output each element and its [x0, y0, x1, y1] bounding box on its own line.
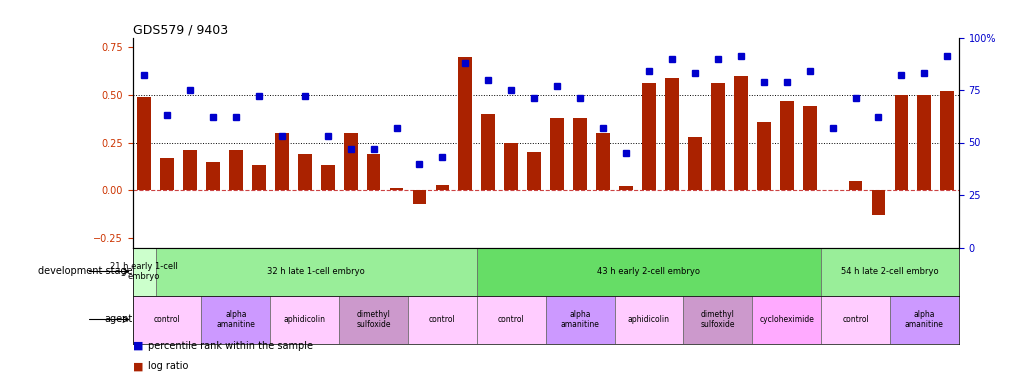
FancyBboxPatch shape — [132, 248, 156, 296]
Bar — [298, 154, 311, 190]
Text: alpha
amanitine: alpha amanitine — [904, 310, 943, 329]
Text: 54 h late 2-cell embryo: 54 h late 2-cell embryo — [841, 267, 937, 276]
Bar — [160, 158, 174, 190]
Text: development stage: development stage — [38, 267, 132, 276]
FancyBboxPatch shape — [820, 248, 958, 296]
Bar — [412, 190, 426, 204]
FancyBboxPatch shape — [338, 296, 408, 344]
Text: GDS579 / 9403: GDS579 / 9403 — [132, 23, 227, 36]
Bar — [664, 78, 678, 190]
FancyBboxPatch shape — [476, 248, 820, 296]
Text: 32 h late 1-cell embryo: 32 h late 1-cell embryo — [267, 267, 365, 276]
Text: aphidicolin: aphidicolin — [628, 315, 669, 324]
Text: cycloheximide: cycloheximide — [758, 315, 813, 324]
Bar — [917, 95, 930, 190]
Text: ■: ■ — [132, 340, 143, 351]
Bar — [252, 165, 265, 190]
Bar — [802, 106, 815, 190]
Bar — [389, 188, 403, 190]
FancyBboxPatch shape — [476, 296, 545, 344]
Bar — [848, 181, 861, 190]
FancyBboxPatch shape — [202, 296, 270, 344]
Bar — [619, 186, 632, 190]
Bar — [779, 100, 793, 190]
Bar — [458, 57, 472, 190]
Bar — [320, 165, 334, 190]
Text: alpha
amanitine: alpha amanitine — [216, 310, 255, 329]
FancyBboxPatch shape — [613, 296, 683, 344]
Bar — [642, 83, 655, 190]
Text: alpha
amanitine: alpha amanitine — [560, 310, 599, 329]
Text: dimethyl
sulfoxide: dimethyl sulfoxide — [700, 310, 735, 329]
Bar — [138, 97, 151, 190]
Bar — [710, 83, 723, 190]
FancyBboxPatch shape — [408, 296, 476, 344]
Bar — [481, 114, 495, 190]
Bar — [206, 162, 220, 190]
Text: control: control — [154, 315, 180, 324]
Text: 21 h early 1-cell
embryo: 21 h early 1-cell embryo — [110, 262, 178, 281]
Text: 43 h early 2-cell embryo: 43 h early 2-cell embryo — [597, 267, 700, 276]
Bar — [550, 118, 564, 190]
FancyBboxPatch shape — [545, 296, 613, 344]
Bar — [228, 150, 243, 190]
Bar — [503, 142, 518, 190]
Bar — [435, 184, 448, 190]
Bar — [870, 190, 884, 215]
FancyBboxPatch shape — [132, 296, 202, 344]
FancyBboxPatch shape — [820, 296, 889, 344]
Text: control: control — [497, 315, 524, 324]
Text: agent: agent — [104, 315, 132, 324]
FancyBboxPatch shape — [751, 296, 820, 344]
Bar — [687, 137, 701, 190]
Bar — [734, 76, 747, 190]
Text: log ratio: log ratio — [148, 361, 189, 371]
Bar — [527, 152, 540, 190]
FancyBboxPatch shape — [889, 296, 958, 344]
Bar — [275, 133, 288, 190]
Text: aphidicolin: aphidicolin — [283, 315, 325, 324]
Bar — [367, 154, 380, 190]
Bar — [894, 95, 907, 190]
Bar — [343, 133, 357, 190]
Bar — [595, 133, 609, 190]
Bar — [183, 150, 197, 190]
FancyBboxPatch shape — [270, 296, 338, 344]
FancyBboxPatch shape — [683, 296, 751, 344]
Text: dimethyl
sulfoxide: dimethyl sulfoxide — [356, 310, 390, 329]
FancyBboxPatch shape — [156, 248, 476, 296]
Text: control: control — [842, 315, 868, 324]
Text: ■: ■ — [132, 361, 143, 371]
Text: control: control — [429, 315, 455, 324]
Bar — [756, 122, 769, 190]
Text: percentile rank within the sample: percentile rank within the sample — [148, 340, 313, 351]
Bar — [940, 91, 954, 190]
Bar — [573, 118, 586, 190]
